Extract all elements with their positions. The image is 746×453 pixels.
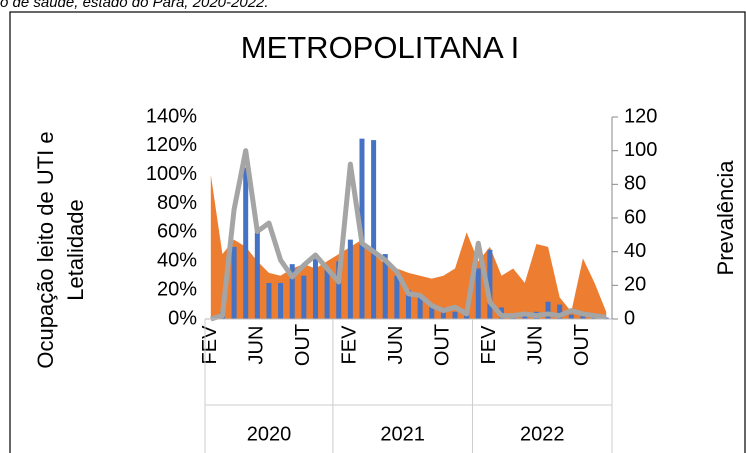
bar — [243, 167, 249, 319]
bar — [266, 282, 272, 319]
x-tick-label: FEV — [339, 325, 361, 365]
bar — [487, 249, 493, 319]
bar — [568, 314, 574, 319]
y2-tick-label: 60 — [624, 206, 646, 228]
y2-axis-title: Prevalência — [713, 160, 738, 276]
bar — [452, 311, 458, 319]
y2-tick-label: 0 — [624, 307, 635, 329]
y-tick-label: 80% — [157, 192, 197, 214]
area — [210, 174, 607, 319]
bar — [464, 314, 470, 319]
x-tick-label: OUT — [571, 324, 593, 366]
y2-tick-label: 40 — [624, 240, 646, 262]
bar — [382, 254, 388, 319]
y-axis-title: Ocupação leito de UTI e — [33, 131, 58, 368]
y2-tick-label: 80 — [624, 173, 646, 195]
bar — [429, 304, 435, 319]
bar — [580, 316, 586, 319]
x-tick-label: FEV — [199, 325, 221, 365]
chart-title: METROPOLITANA I — [241, 30, 519, 65]
x-group-label: 2021 — [380, 423, 425, 445]
y-axis-title: Letalidade — [63, 199, 88, 301]
bar — [603, 317, 609, 319]
x-tick-label: JUN — [246, 326, 268, 365]
y-tick-label: 60% — [157, 221, 197, 243]
y-tick-label: 140% — [146, 105, 197, 127]
y-tick-label: 100% — [146, 163, 197, 185]
x-tick-label: FEV — [478, 325, 500, 365]
bar — [522, 314, 528, 319]
chart-frame — [9, 11, 746, 453]
x-tick-label: OUT — [292, 324, 314, 366]
bar — [312, 254, 318, 319]
line — [210, 148, 607, 322]
bar — [301, 275, 307, 319]
bar — [475, 268, 481, 319]
bar — [324, 268, 330, 319]
x-group-label: 2022 — [520, 423, 565, 445]
bar — [440, 307, 446, 319]
y2-tick-label: 20 — [624, 274, 646, 296]
bar — [289, 264, 295, 319]
bar — [557, 304, 563, 319]
caption: o de saúde, estado do Pará, 2020-2022. — [0, 0, 269, 11]
y2-tick-label: 120 — [624, 105, 657, 127]
y-tick-label: 120% — [146, 134, 197, 156]
y-tick-label: 40% — [157, 250, 197, 272]
bar — [231, 246, 237, 319]
x-group-label: 2020 — [247, 423, 292, 445]
bar — [545, 301, 551, 319]
bar — [254, 232, 260, 319]
bar — [347, 239, 353, 319]
bar — [278, 282, 284, 319]
x-tick-label: OUT — [432, 324, 454, 366]
y2-tick-label: 100 — [624, 139, 657, 161]
x-tick-label: JUN — [385, 326, 407, 365]
bar — [394, 275, 400, 319]
x-tick-label: JUN — [525, 326, 547, 365]
y-tick-label: 0% — [168, 307, 197, 329]
bar — [371, 140, 377, 319]
bar — [417, 297, 423, 319]
bar — [336, 261, 342, 319]
y-tick-label: 20% — [157, 278, 197, 300]
bar — [406, 290, 411, 319]
